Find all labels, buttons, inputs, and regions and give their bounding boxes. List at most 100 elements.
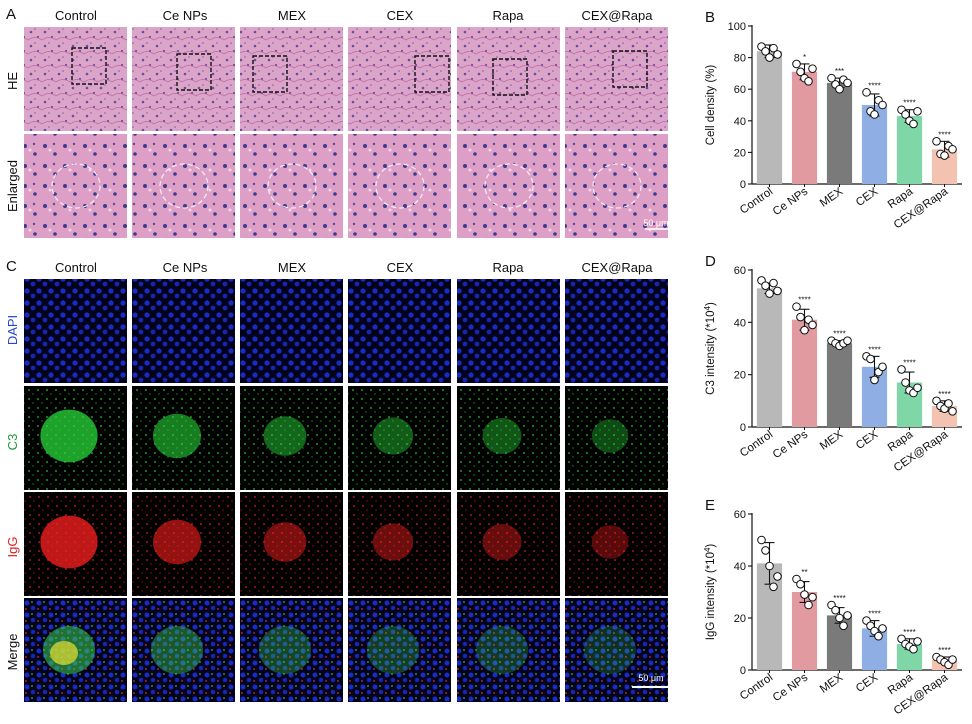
x-tick-label: MEX [818, 671, 846, 695]
merge-image [240, 598, 343, 702]
igg-image [457, 492, 560, 596]
data-point [765, 53, 774, 62]
column-header-mex: MEX [278, 260, 307, 275]
significance-marker: **** [903, 99, 915, 108]
glomerulus-outline [159, 163, 209, 209]
y-tick-label: 60 [734, 509, 746, 521]
significance-marker: **** [798, 296, 810, 305]
significance-marker: **** [868, 610, 880, 619]
data-point [839, 621, 848, 631]
c3-image [457, 386, 560, 490]
he-image [565, 27, 668, 131]
panel-c-letter: C [6, 258, 17, 275]
data-point [765, 289, 774, 298]
glomerulus-signal [367, 626, 419, 674]
dapi-image [240, 279, 343, 383]
igg-image [565, 492, 668, 596]
data-point [761, 281, 770, 291]
enlarged-image [348, 134, 451, 238]
column-header-control: Control [55, 8, 97, 23]
data-point [878, 624, 887, 633]
y-tick-label: 20 [734, 147, 746, 159]
column-header-cex: CEX [387, 8, 414, 23]
glomerulus-signal [263, 522, 307, 562]
data-point [835, 84, 844, 94]
data-point [773, 50, 782, 59]
he-image [132, 27, 235, 131]
bar [896, 116, 923, 184]
zoom-region-box [492, 58, 528, 96]
data-point [843, 611, 852, 620]
dapi-image [565, 279, 668, 383]
scale-bar-label: 50 μm [638, 673, 663, 683]
he-image [240, 27, 343, 131]
glomerulus-signal [263, 416, 307, 456]
column-header-ce-nps: Ce NPs [163, 260, 208, 275]
zoom-region-box [414, 55, 450, 93]
significance-marker: **** [833, 594, 845, 603]
dapi-image [348, 279, 451, 383]
glomerulus-outline [484, 163, 534, 209]
data-point [948, 655, 957, 664]
panel-letter: B [705, 9, 715, 26]
data-point [769, 43, 778, 53]
row-label-dapi: DAPI [5, 315, 20, 345]
glomerulus-signal [40, 515, 98, 569]
data-point [796, 579, 805, 589]
data-point [913, 637, 922, 646]
dapi-image [24, 279, 127, 383]
glomerulus-signal [482, 418, 522, 454]
x-tick-label: CEX [854, 185, 881, 209]
x-tick-label: MEX [818, 185, 846, 209]
y-tick-label: 20 [734, 370, 746, 382]
x-tick-label: CEX [854, 671, 881, 695]
x-tick-label: Ce NPs [771, 671, 811, 704]
y-tick-label: 60 [734, 265, 746, 277]
enlarged-image [24, 134, 127, 238]
glomerulus-signal [591, 419, 629, 453]
significance-marker: **** [938, 646, 950, 655]
y-tick-label: 40 [734, 561, 746, 573]
igg-image [240, 492, 343, 596]
column-header-rapa: Rapa [492, 8, 524, 23]
data-point [940, 151, 949, 160]
x-tick-label: CEX [854, 428, 881, 452]
row-label-igg: IgG [5, 537, 20, 558]
significance-marker: * [803, 53, 806, 62]
data-point [835, 613, 844, 623]
data-point [808, 592, 817, 602]
glomerulus-signal [259, 626, 311, 674]
panel-letter: E [705, 497, 715, 514]
y-axis-label-main: C3 intensity (*10 [705, 310, 717, 394]
x-tick-label: Ce NPs [771, 185, 811, 218]
column-header-cex: CEX [387, 260, 414, 275]
y-axis-label-exponent: 4 [703, 305, 712, 310]
data-point [843, 78, 852, 88]
y-axis-label: IgG intensity (*104) [703, 544, 717, 641]
y-tick-label: 0 [740, 179, 746, 191]
glomerulus-signal [372, 417, 414, 455]
glomerulus-outline [267, 163, 317, 209]
data-point [757, 535, 766, 545]
glomerulus-outline [51, 163, 101, 209]
data-point [948, 407, 957, 416]
merge-image [457, 598, 560, 702]
data-point [831, 605, 840, 615]
significance-marker: *** [835, 67, 844, 76]
data-point [796, 67, 805, 77]
significance-marker: **** [903, 628, 915, 637]
bar [791, 319, 818, 427]
data-point [804, 600, 813, 610]
significance-marker: ** [801, 568, 807, 577]
panel-a-scale-bar: 50 μm [643, 218, 669, 230]
he-image [457, 27, 560, 131]
data-point [773, 572, 782, 581]
zoom-region-box [71, 47, 107, 85]
data-point [874, 631, 883, 641]
significance-marker: **** [833, 330, 845, 339]
panel-letter: D [705, 253, 716, 270]
row-label-c3: C3 [5, 434, 20, 451]
y-tick-label: 40 [734, 116, 746, 128]
